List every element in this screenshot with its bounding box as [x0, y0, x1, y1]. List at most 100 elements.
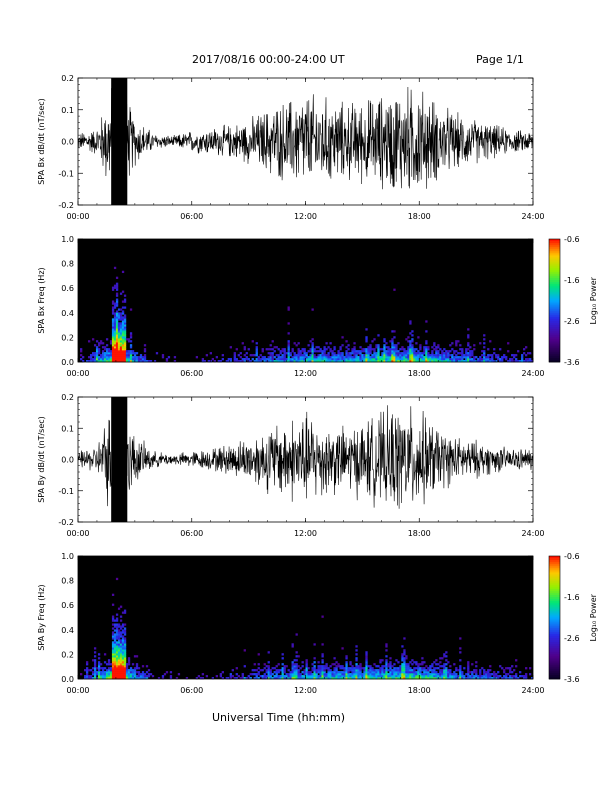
- spectrogram-cell: [423, 671, 426, 674]
- spectrogram-cell: [403, 659, 406, 662]
- spectrogram-cell: [357, 352, 360, 355]
- spectrogram-cell: [461, 348, 464, 351]
- spectrogram-cell: [311, 346, 314, 349]
- spectrogram-cell: [393, 667, 396, 670]
- spectrogram-cell: [305, 352, 308, 355]
- spectrogram-cell: [95, 667, 99, 670]
- spectrogram-cell: [267, 667, 270, 670]
- spectrogram-cell: [289, 675, 292, 678]
- spectrogram-cell: [323, 354, 326, 357]
- spectrogram-cell: [395, 352, 398, 355]
- spectrogram-cell: [129, 340, 133, 343]
- spectrogram-cell: [429, 358, 432, 361]
- spectrogram-cell: [111, 326, 115, 329]
- spectrogram-cell: [303, 669, 306, 672]
- spectrogram-cell: [301, 661, 304, 664]
- spectrogram-cell: [307, 675, 310, 678]
- spectrogram-cell: [277, 669, 280, 672]
- spectrogram-cell: [111, 358, 115, 361]
- spectrogram-cell: [115, 667, 119, 670]
- spectrogram-cell: [413, 667, 416, 670]
- spectrogram-cell: [123, 651, 127, 654]
- spectrogram-cell: [365, 667, 368, 670]
- spectrogram-cell: [511, 360, 514, 363]
- spectrogram-cell: [379, 661, 382, 664]
- spectrogram-cell: [479, 677, 482, 680]
- spectrogram-cell: [443, 653, 446, 656]
- colorbar-segment: [549, 611, 560, 614]
- spectrogram-cell: [335, 671, 338, 674]
- spectrogram-cell: [305, 358, 308, 361]
- spectrogram-cell: [301, 675, 304, 678]
- spectrogram-cell: [293, 675, 296, 678]
- spectrogram-cell: [429, 665, 432, 668]
- spectrogram-cell: [437, 675, 440, 678]
- spectrogram-cell: [133, 669, 137, 672]
- spectrogram-cell: [269, 673, 272, 676]
- spectrogram-cell: [261, 669, 264, 672]
- spectrogram-cell: [447, 669, 450, 672]
- spectrogram-cell: [113, 312, 117, 315]
- spectrogram-cell: [445, 675, 448, 678]
- spectrogram-cell: [407, 346, 410, 349]
- spectrogram-cell: [307, 677, 310, 680]
- spectrogram-cell: [405, 358, 408, 361]
- spectrogram-cell: [265, 665, 268, 668]
- spectrogram-cell: [401, 653, 404, 656]
- spectrogram-cell: [479, 675, 482, 678]
- spectrogram-cell: [137, 360, 141, 363]
- spectrogram-cell: [327, 677, 330, 680]
- colorbar-segment: [549, 572, 560, 575]
- spectrogram-cell: [439, 677, 442, 680]
- spectrogram-cell: [281, 675, 284, 678]
- spectrogram-cell: [119, 625, 123, 628]
- spectrogram-cell: [365, 348, 368, 351]
- spectrogram-cell: [103, 360, 107, 363]
- spectrogram-cell: [447, 360, 450, 363]
- spectrogram-cell: [111, 645, 115, 648]
- spectrogram-cell: [379, 667, 382, 670]
- spectrogram-cell: [385, 669, 388, 672]
- spectrogram-cell: [113, 677, 117, 680]
- spectrogram-cell: [399, 348, 402, 351]
- spectrogram-cell: [359, 350, 362, 353]
- spectrogram-cell: [331, 358, 334, 361]
- spectrogram-cell: [359, 352, 362, 355]
- spectrogram-cell: [411, 659, 414, 662]
- spectrogram-cell: [373, 354, 376, 357]
- spectrogram-cell: [475, 665, 478, 668]
- spectrogram-cell: [121, 328, 125, 331]
- spectrogram-cell: [113, 314, 117, 317]
- spectrogram-cell: [121, 667, 125, 670]
- spectrogram-cell: [101, 352, 105, 355]
- spectrogram-cell: [139, 354, 143, 357]
- spectrogram-cell: [415, 677, 418, 680]
- spectrogram-cell: [385, 673, 388, 676]
- spectrogram-cell: [237, 675, 240, 678]
- colorbar-segment: [549, 623, 560, 627]
- spectrogram-cell: [351, 350, 354, 353]
- spectrogram-cell: [317, 350, 320, 353]
- spectrogram-cell: [519, 360, 522, 363]
- x-tick-label: 24:00: [521, 212, 544, 221]
- spectrogram-cell: [429, 675, 432, 678]
- colorbar-segment: [549, 658, 560, 661]
- spectrogram-cell: [131, 350, 135, 353]
- spectrogram-cell: [511, 665, 514, 668]
- spectrogram-cell: [375, 669, 378, 672]
- spectrogram-cell: [337, 673, 340, 676]
- spectrogram-cell: [519, 675, 522, 678]
- spectrogram-cell: [449, 675, 452, 678]
- spectrogram-cell: [317, 354, 320, 357]
- spectrogram-cell: [349, 675, 352, 678]
- spectrogram-cell: [381, 352, 384, 355]
- spectrogram-cell: [263, 673, 266, 676]
- spectrogram-cell: [451, 354, 454, 357]
- spectrogram-cell: [313, 677, 316, 680]
- spectrogram-cell: [525, 667, 528, 670]
- spectrogram-cell: [399, 673, 402, 676]
- colorbar-segment: [549, 280, 560, 283]
- spectrogram-cell: [515, 659, 518, 662]
- colorbar-segment: [549, 261, 560, 264]
- spectrogram-cell: [119, 605, 123, 608]
